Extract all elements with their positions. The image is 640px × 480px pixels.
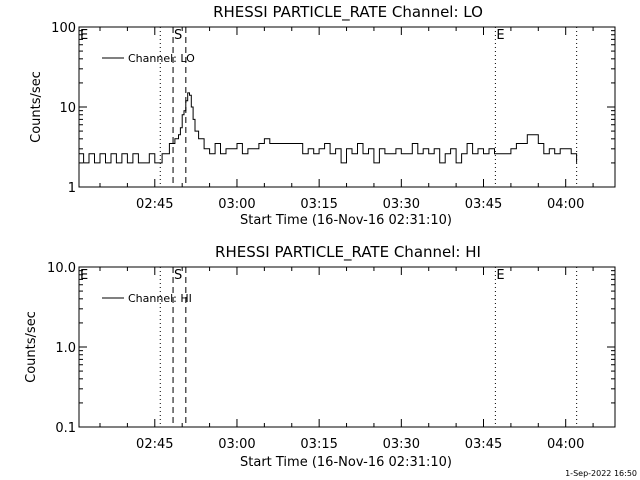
x-axis: 02:45 03:00 03:15 03:30 03:45 04:00 [99, 27, 594, 212]
x-tick-label: 03:00 [218, 437, 255, 452]
event-marker-label: E [80, 28, 88, 43]
y-axis-label: Counts/sec [29, 71, 44, 143]
x-tick-label: 03:30 [383, 437, 420, 452]
x-tick-label: 02:45 [136, 437, 173, 452]
y-tick-label: 1 [68, 181, 76, 196]
x-tick-label: 03:15 [300, 197, 337, 212]
y-axis-label: Counts/sec [24, 311, 39, 383]
timestamp: 1-Sep-2022 16:50 [565, 469, 637, 478]
series-line [79, 92, 578, 164]
x-axis-label: Start Time (16-Nov-16 02:31:10) [240, 213, 452, 228]
legend-label: Channel: HI [128, 292, 192, 305]
event-marker-label: E [496, 268, 504, 283]
x-tick-label: 03:00 [218, 197, 255, 212]
y-tick-label: 0.1 [55, 421, 76, 436]
legend: Channel: HI [102, 292, 192, 305]
event-marker-label: E [496, 28, 504, 43]
legend: Channel: LO [102, 52, 195, 65]
y-tick-label: 100 [51, 21, 76, 36]
panel-lo: RHESSI PARTICLE_RATE Channel: LO E S E 1 10… [29, 3, 616, 228]
x-axis: 02:45 03:00 03:15 03:30 03:45 04:00 [99, 267, 594, 452]
x-tick-label: 04:00 [547, 437, 584, 452]
panel-hi: RHESSI PARTICLE_RATE Channel: HI E S E 0.1… [24, 243, 616, 470]
legend-label: Channel: LO [128, 52, 195, 65]
event-marker-label: E [80, 268, 88, 283]
y-tick-label: 10 [59, 101, 76, 116]
x-tick-label: 03:45 [465, 197, 502, 212]
x-tick-label: 03:30 [383, 197, 420, 212]
y-tick-label: 10.0 [47, 261, 76, 276]
event-marker-label: S [174, 268, 182, 283]
y-tick-label: 1.0 [55, 341, 76, 356]
x-axis-label: Start Time (16-Nov-16 02:31:10) [240, 455, 452, 470]
x-tick-label: 03:15 [300, 437, 337, 452]
x-tick-label: 04:00 [547, 197, 584, 212]
x-tick-label: 03:45 [465, 437, 502, 452]
x-tick-label: 02:45 [136, 197, 173, 212]
y-axis: 0.1 1.0 10.0 [47, 261, 615, 436]
plot-frame [78, 266, 616, 428]
chart-title: RHESSI PARTICLE_RATE Channel: HI [215, 243, 481, 262]
y-axis: 1 10 100 [51, 21, 615, 196]
chart-title: RHESSI PARTICLE_RATE Channel: LO [213, 3, 483, 22]
series-layer [79, 92, 578, 164]
event-marker-label: S [174, 28, 182, 43]
